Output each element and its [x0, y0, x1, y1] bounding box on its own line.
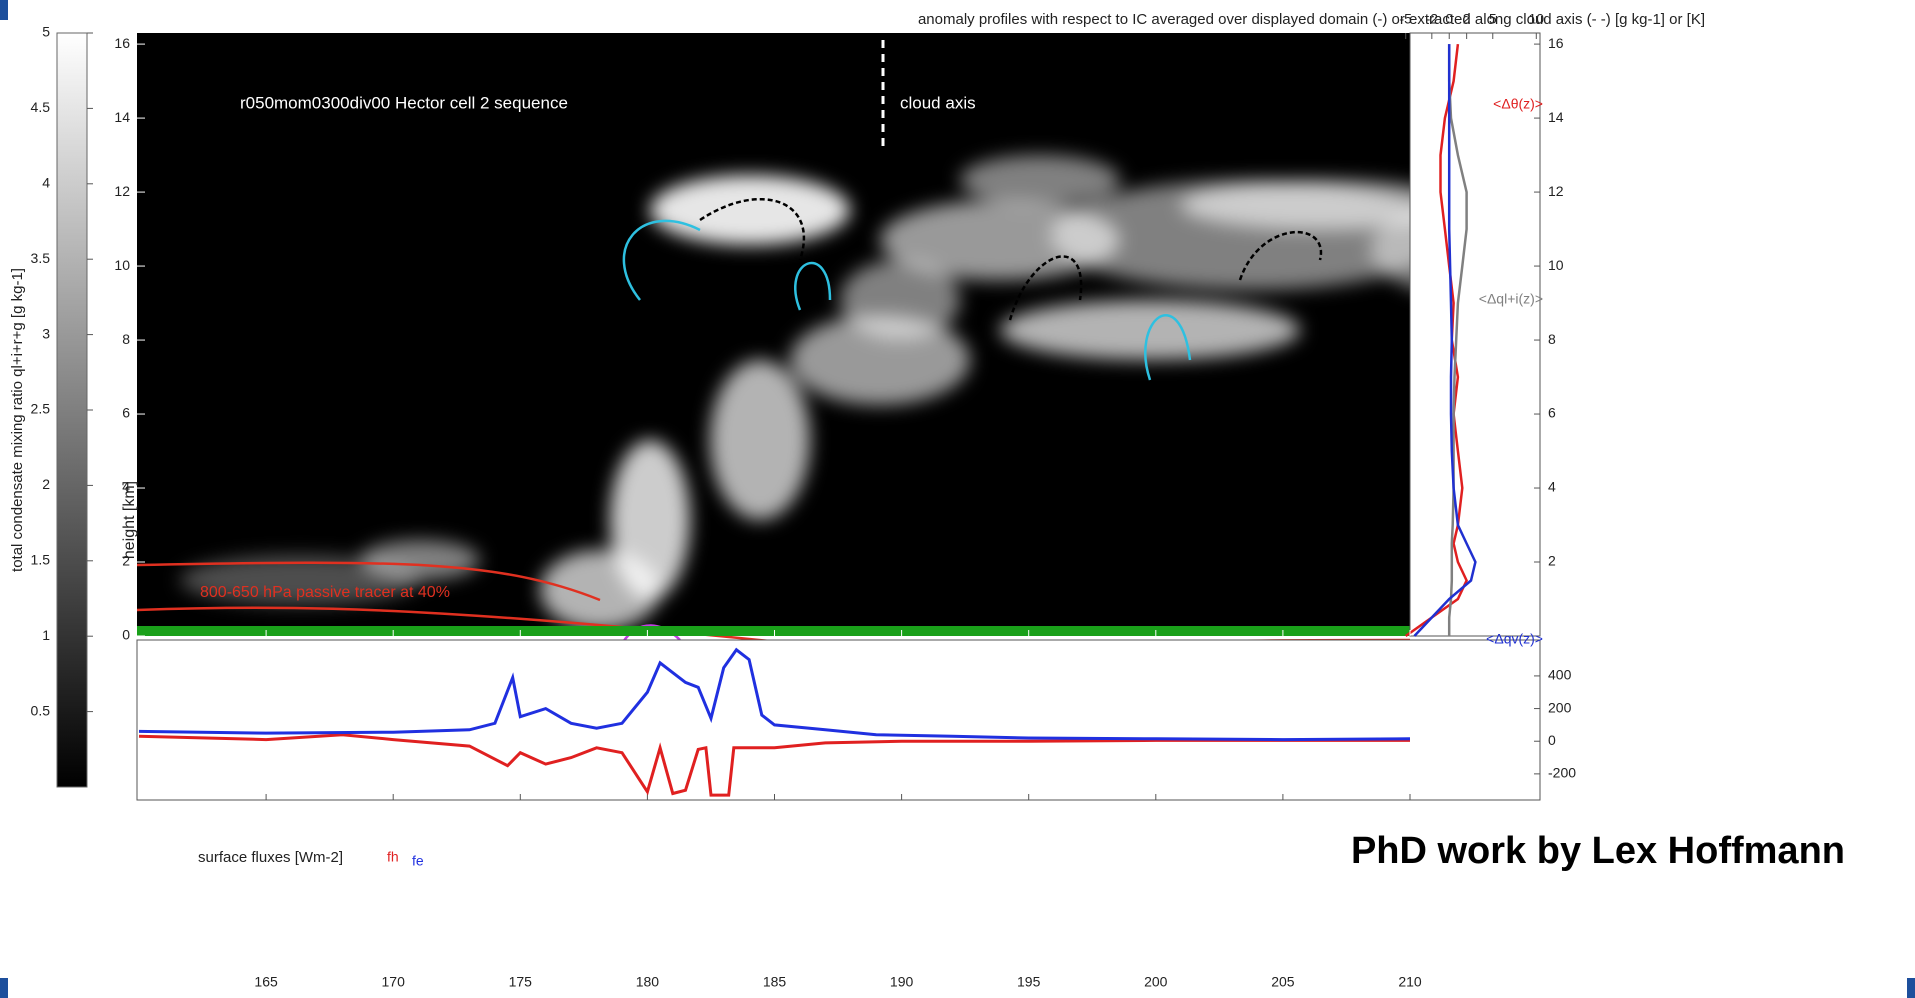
x-tick-label: 195 [1017, 974, 1041, 990]
x-tick-label: 180 [636, 974, 660, 990]
y2-tick-label: 6 [1548, 405, 1556, 421]
cloud-blob [840, 260, 960, 340]
y-tick-label: 2 [122, 553, 130, 569]
x-tick-label: 205 [1271, 974, 1295, 990]
profile-x-tick-label: 0 [1445, 11, 1453, 27]
profile-x-tick-label: 5 [1489, 11, 1497, 27]
y2-tick-label: 4 [1548, 479, 1556, 495]
profile-legend: <Δθ(z)> [1493, 96, 1543, 112]
y-tick-label: 12 [114, 183, 130, 199]
y2-tick-label: 10 [1548, 257, 1564, 273]
y-tick-label: 16 [114, 35, 130, 51]
colorbar-tick-label: 2 [42, 476, 50, 492]
y-tick-label: 4 [122, 479, 130, 495]
y2-tick-label: 2 [1548, 553, 1556, 569]
y2-tick-label: 14 [1548, 109, 1564, 125]
y2-tick-label: 8 [1548, 331, 1556, 347]
run-title: r050mom0300div00 Hector cell 2 sequence [240, 93, 568, 112]
colorbar-tick-label: 4.5 [31, 99, 51, 115]
x-tick-label: 170 [382, 974, 406, 990]
cloud-blob [650, 175, 850, 245]
colorbar-label: total condensate mixing ratio ql+i+r+g [… [9, 268, 26, 572]
colorbar-tick-label: 4 [42, 175, 50, 191]
colorbar [57, 33, 87, 787]
tracer-label: 800-650 hPa passive tracer at 40% [200, 584, 450, 601]
flux-y-tick-label: 400 [1548, 667, 1572, 683]
profile-legend: <Δqv(z)> [1486, 631, 1543, 647]
profile-x-tick-label: -5 [1399, 11, 1412, 27]
x-tick-label: 185 [763, 974, 787, 990]
watermark: PhD work by Lex Hoffmann [1351, 830, 1845, 872]
y2-tick-label: 12 [1548, 183, 1564, 199]
x-tick-label: 200 [1144, 974, 1168, 990]
profile-legend: <Δql+i(z)> [1479, 291, 1543, 307]
y-tick-label: 14 [114, 109, 130, 125]
colorbar-tick-label: 5 [42, 24, 50, 40]
cloud-blob [540, 550, 660, 630]
y-tick-label: 10 [114, 257, 130, 273]
figure: r050mom0300div00 Hector cell 2 sequence … [0, 0, 1915, 998]
flux-legend: fe [412, 853, 424, 869]
y-tick-label: 6 [122, 405, 130, 421]
y2-tick-label: 16 [1548, 35, 1564, 51]
cloud-blob [960, 155, 1120, 205]
colorbar-tick-label: 2.5 [31, 401, 51, 417]
y-tick-label: 8 [122, 331, 130, 347]
corner-mark [0, 0, 8, 20]
x-tick-label: 190 [890, 974, 914, 990]
colorbar-tick-label: 1.5 [31, 552, 51, 568]
colorbar-tick-label: 3 [42, 325, 50, 341]
y-tick-label: 0 [122, 627, 130, 643]
flux-y-tick-label: 200 [1548, 699, 1572, 715]
profile-x-tick-label: 10 [1529, 11, 1545, 27]
profile-x-tick-label: 2 [1463, 11, 1471, 27]
x-tick-label: 210 [1398, 974, 1422, 990]
corner-mark [1907, 978, 1915, 998]
profile-title: anomaly profiles with respect to IC aver… [918, 11, 1705, 28]
flux-y-tick-label: 0 [1548, 732, 1556, 748]
flux-y-tick-label: -200 [1548, 765, 1576, 781]
time-label: 20:30:00 [1595, 93, 1661, 112]
profile-x-tick-label: -2 [1426, 11, 1439, 27]
colorbar-tick-label: 1 [42, 627, 50, 643]
page: r050mom0300div00 Hector cell 2 sequence … [0, 0, 1915, 998]
flux-panel [137, 640, 1540, 800]
corner-mark [0, 978, 8, 998]
profile-panel [1410, 33, 1540, 636]
surface-strip [137, 626, 1410, 636]
cloud-blob [710, 360, 810, 520]
flux-label: surface fluxes [Wm-2] [198, 849, 343, 866]
x-tick-label: 175 [509, 974, 533, 990]
colorbar-tick-label: 3.5 [31, 250, 51, 266]
x-tick-label: 165 [254, 974, 278, 990]
colorbar-tick-label: 0.5 [31, 702, 51, 718]
cloud-axis-label: cloud axis [900, 93, 976, 112]
flux-legend: fh [387, 849, 399, 865]
